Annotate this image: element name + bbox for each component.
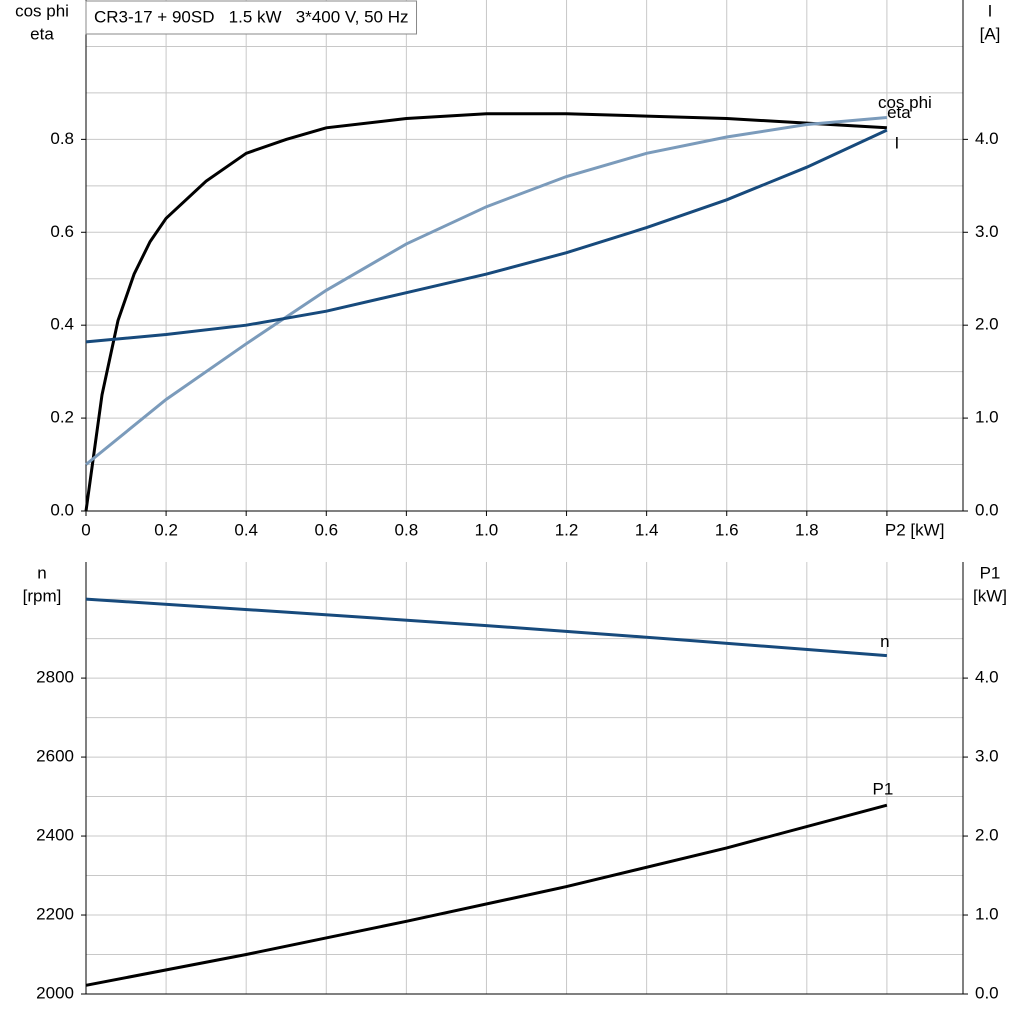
series-label: I [895,134,900,153]
y2-axis-label: [A] [980,24,1001,43]
y2-tick-label: 4.0 [975,129,999,148]
y-axis-label: n [37,563,46,582]
title-box: CR3-17 + 90SD 1.5 kW 3*400 V, 50 Hz [85,0,418,35]
y2-tick-label: 1.0 [975,905,999,924]
y-tick-label: 0.2 [50,408,74,427]
line-series [85,128,888,344]
y-tick-label: 2800 [36,668,74,687]
x-tick-label: 0.4 [234,520,258,539]
y2-tick-label: 3.0 [975,747,999,766]
y-axis-label: [rpm] [23,586,62,605]
x-tick-label: 0 [81,520,90,539]
y2-axis-label: P1 [980,563,1001,582]
line-series [85,116,888,466]
x-tick-label: 1.2 [555,520,579,539]
y-tick-label: 2000 [36,983,74,1002]
y-tick-label: 2400 [36,826,74,845]
y2-tick-label: 1.0 [975,408,999,427]
y-tick-label: 0.0 [50,500,74,519]
y2-tick-label: 0.0 [975,983,999,1002]
line-series [85,803,888,987]
series-label: eta [887,103,911,122]
x-tick-label: 1.6 [715,520,739,539]
y-tick-label: 0.6 [50,222,74,241]
y-tick-label: 2200 [36,905,74,924]
series-label: P1 [873,780,894,799]
x-tick-label: 1.0 [475,520,499,539]
y2-axis-label: [kW] [973,586,1007,605]
y-tick-label: 2600 [36,747,74,766]
title-frame [85,0,418,35]
y2-tick-label: 0.0 [975,500,999,519]
y-axis-label: eta [30,24,54,43]
x-tick-label: 0.8 [395,520,419,539]
y2-tick-label: 2.0 [975,315,999,334]
series-label: n [880,632,889,651]
x-tick-label: 0.6 [314,520,338,539]
y-axis-label: cos phi [15,1,69,20]
x-tick-label: 1.4 [635,520,659,539]
y-tick-label: 0.4 [50,315,74,334]
y2-tick-label: 3.0 [975,222,999,241]
y-tick-label: 0.8 [50,129,74,148]
line-series [84,112,887,512]
y2-axis-label: I [988,1,993,20]
line-series [85,597,888,658]
x-tick-label: 1.8 [795,520,819,539]
y2-tick-label: 2.0 [975,826,999,845]
chart-title: CR3-17 + 90SD 1.5 kW 3*400 V, 50 Hz [94,7,409,26]
y2-tick-label: 4.0 [975,668,999,687]
x-tick-label: 0.2 [154,520,178,539]
x-tick-label: P2 [kW] [885,520,945,539]
series-label: cos phi [878,93,932,112]
